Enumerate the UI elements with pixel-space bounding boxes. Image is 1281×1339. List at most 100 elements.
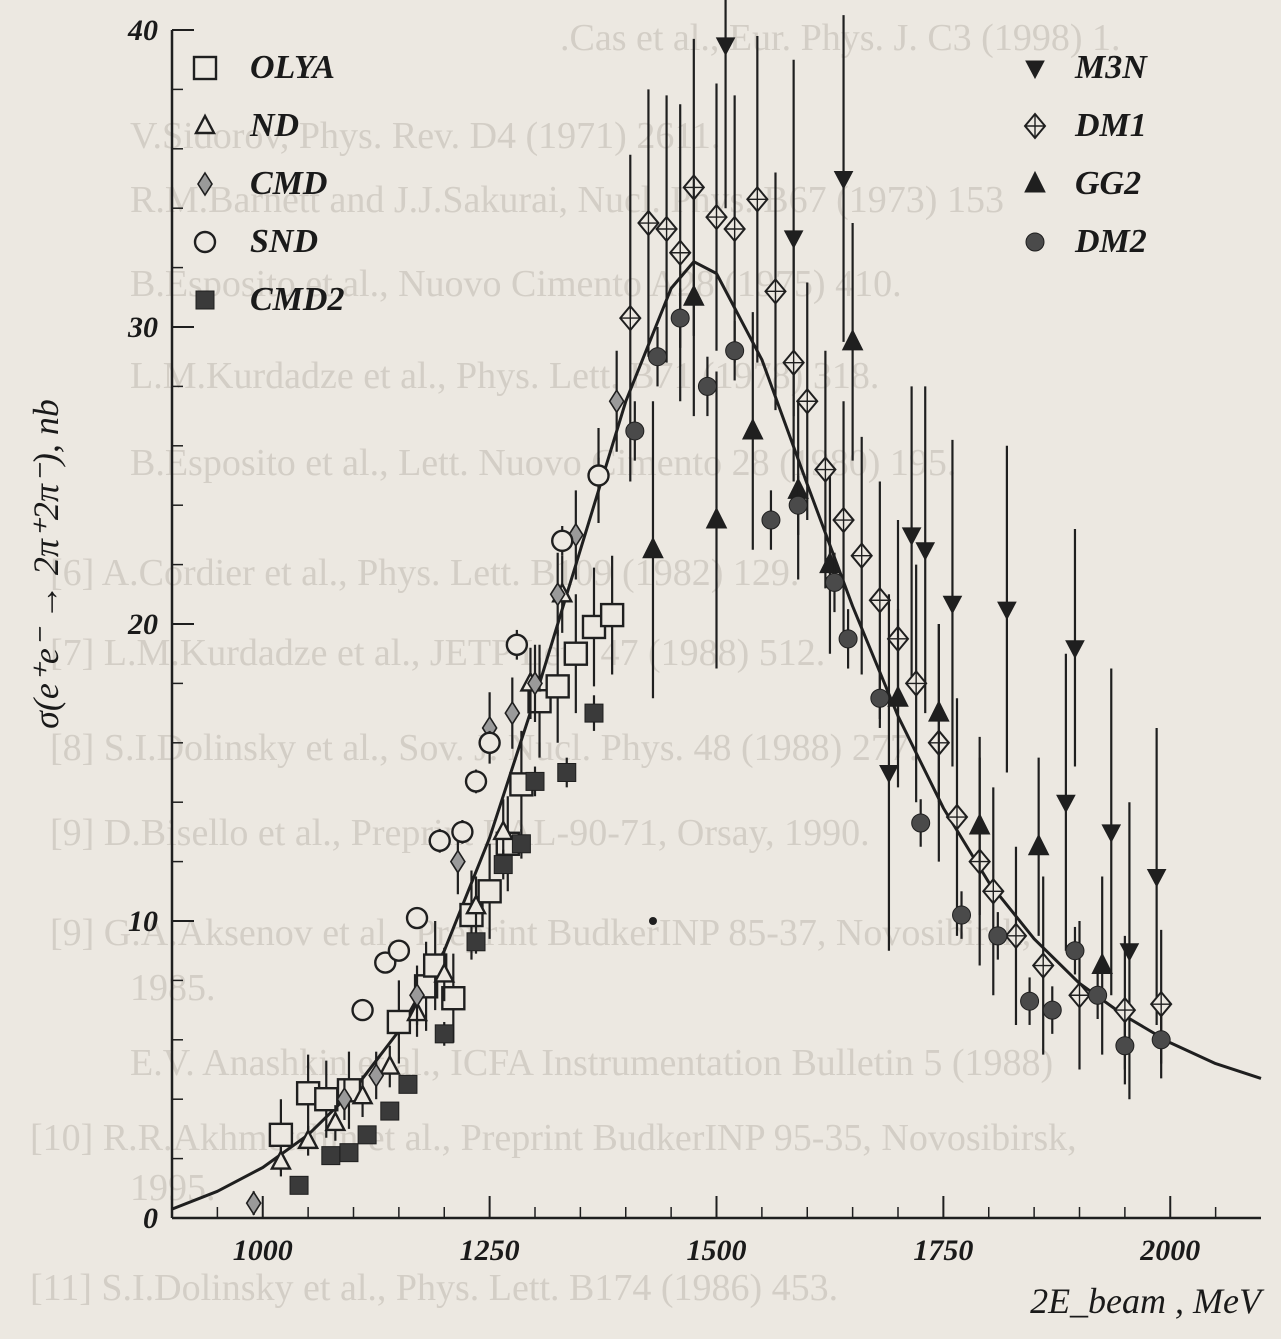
data-point [1115,1021,1135,1070]
point-marker [1101,824,1122,843]
point-marker [297,1128,320,1149]
point-marker [477,879,502,904]
point-marker [245,1190,262,1216]
data-point [746,35,769,363]
marker-shape [465,893,488,915]
data-point [321,1146,341,1166]
data-point [465,876,488,936]
marker-shape [1091,952,1113,975]
marker-shape [339,1143,359,1163]
data-point [336,1078,353,1120]
data-point [824,552,844,613]
marker-shape [1056,794,1076,814]
data-point [563,594,589,714]
data-point [705,371,728,669]
y-tick-label: 0 [143,1202,158,1235]
legend-item-gg2: GG2 [1024,165,1141,202]
legend-label: OLYA [250,49,335,86]
series-cmd2 [289,695,604,1195]
ghost-line: [6] A.Cordier et al., Phys. Lett. B109 (… [50,552,799,594]
point-marker [492,819,515,841]
marker-shape [477,879,502,904]
ghost-line: R.M.Barnett and J.J.Sakurai, Nucl. Phys.… [130,179,1004,221]
data-point [915,386,936,714]
data-point [670,288,690,348]
marker-shape [451,820,474,844]
point-marker [942,595,963,615]
marker-shape [368,1062,385,1088]
marker-shape [1146,868,1167,888]
legend-marker [1024,170,1046,193]
marker-shape [1025,232,1045,252]
legend-label: ND [249,107,299,144]
marker-shape [449,849,466,875]
point-marker [314,1086,339,1112]
data-point [551,525,574,556]
marker-shape [824,572,844,592]
y-tick-label: 30 [127,311,158,344]
point-marker [741,417,764,440]
ghost-line: L.M.Kurdadze et al., Phys. Lett. B71 (19… [130,355,879,397]
point-marker [764,277,787,305]
marker-shape [398,1074,418,1094]
point-marker [841,328,864,351]
data-point [405,906,429,930]
legend-marker [1025,60,1045,80]
data-point [477,843,502,939]
point-marker [625,421,645,441]
marker-shape [192,55,218,81]
marker-shape [952,905,972,925]
data-point [764,172,787,411]
data-point [782,243,805,482]
background-bleed-through-text: .Cas et al., Eur. Phys. J. C3 (1998) 1. V… [30,17,1120,1309]
data-point [380,1101,400,1121]
data-point [478,730,501,755]
point-marker [981,877,1005,905]
point-marker [608,388,625,414]
marker-shape [587,464,610,487]
point-marker [405,906,429,930]
ghost-line: [11] S.I.Dolinsky et al., Phys. Lett. B1… [30,1267,838,1309]
data-point [581,567,607,687]
marker-shape [783,230,804,249]
marker-shape [545,674,570,699]
marker-shape [324,1110,347,1132]
point-marker [368,1062,385,1088]
point-marker [409,982,425,1008]
marker-shape [493,855,513,875]
marker-shape [525,771,545,791]
data-point [505,629,529,660]
point-marker [557,763,577,782]
point-marker [321,1146,341,1166]
data-point [841,223,864,461]
data-point [832,401,855,639]
point-marker [1091,952,1113,975]
marker-shape [380,1101,400,1121]
point-marker [1042,1000,1062,1020]
stray-dot [648,917,657,925]
data-point [1101,668,1122,996]
marker-shape [549,581,566,607]
data-point [795,282,819,521]
legend-label: SND [250,223,318,260]
ghost-line: E.V. Anashkin et al., ICFA Instrumentati… [130,1042,1053,1084]
point-marker [901,527,922,546]
marker-shape [584,703,604,723]
point-marker [1146,868,1167,888]
point-marker [336,1086,353,1112]
data-point [493,849,513,880]
marker-shape [557,763,577,782]
point-marker [832,506,855,534]
marker-shape [887,685,909,707]
marker-shape [1065,941,1085,961]
marker-shape [928,699,950,722]
ghost-line: .Cas et al., Eur. Phys. J. C3 (1998) 1. [560,17,1120,59]
point-marker [398,1074,418,1094]
marker-shape [1042,1000,1062,1020]
point-marker [1056,794,1076,814]
point-marker [670,308,690,328]
data-point [997,445,1017,773]
data-point [398,1074,418,1094]
marker-shape [289,1175,309,1195]
data-point [668,104,692,402]
